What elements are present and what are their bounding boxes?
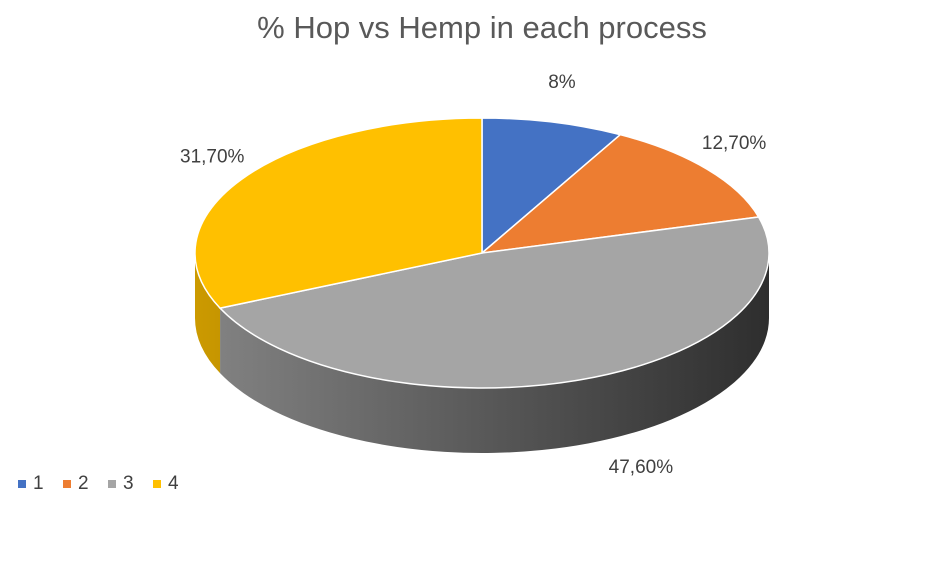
chart-title: % Hop vs Hemp in each process	[257, 10, 707, 45]
data-label: 12,70%	[702, 133, 767, 154]
data-label: 47,60%	[609, 457, 674, 478]
legend-swatch	[63, 480, 71, 488]
pie-slice	[479, 133, 760, 255]
legend-swatch	[18, 480, 26, 488]
legend-label: 3	[123, 473, 134, 494]
pie-slice	[481, 117, 622, 255]
legend-swatch	[108, 480, 116, 488]
data-label: 31,70%	[180, 147, 245, 168]
legend-swatch	[153, 480, 161, 488]
data-label: 8%	[548, 72, 576, 93]
legend-label: 1	[33, 473, 44, 494]
pie-slice	[218, 216, 770, 389]
legend-label: 2	[78, 473, 89, 494]
pie-slice	[194, 117, 483, 309]
legend-label: 4	[168, 473, 179, 494]
pie-slice-side	[220, 253, 770, 454]
